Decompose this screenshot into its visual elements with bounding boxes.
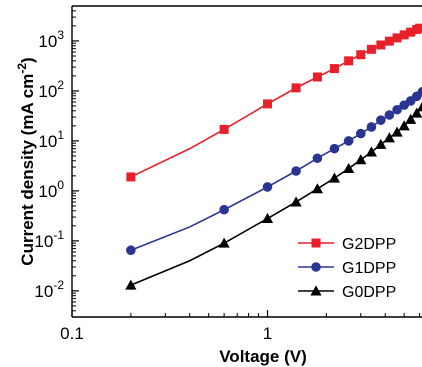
data-point-G2DPP [399,30,409,40]
y-tick-label: 102 [38,78,64,101]
data-point-G0DPP [355,154,367,165]
data-point-G2DPP [126,172,136,182]
series-G1DPP [126,87,422,256]
y-tick-label: 10-1 [34,228,64,251]
data-point-G2DPP [384,36,394,46]
data-point-G0DPP [261,212,274,224]
data-point-G2DPP [329,64,339,74]
y-tick-label: 10-2 [34,278,64,301]
series-layer [125,23,422,290]
data-point-G1DPP [262,182,273,192]
data-point-G1DPP [366,122,377,132]
data-point-G1DPP [417,87,422,97]
series-G2DPP [126,23,422,182]
y-tick-label: 101 [38,128,64,151]
data-point-G0DPP [405,113,417,124]
data-point-G1DPP [384,110,395,120]
legend: G2DPP G1DPP G0DPP [298,236,396,301]
y-axis-title: Current density (mA cm-2) [15,57,37,265]
data-point-G2DPP [376,40,386,50]
series-line-G2DPP [130,27,420,178]
legend-item-G1DPP: G1DPP [298,260,396,277]
data-point-G0DPP [290,196,302,207]
legend-marker-G1DPP [311,262,321,272]
data-point-G1DPP [329,143,340,154]
data-point-G0DPP [375,138,387,149]
data-point-G2DPP [263,99,272,109]
data-point-G2DPP [415,23,422,33]
legend-label: G0DPP [342,284,396,301]
series-G0DPP [125,101,422,290]
legend-marker-G2DPP [311,238,321,248]
legend-label: G2DPP [342,236,396,253]
data-point-G1DPP [291,166,301,176]
data-point-G1DPP [343,136,354,146]
data-point-G2DPP [392,33,402,43]
data-point-G2DPP [291,83,301,93]
data-point-G2DPP [344,56,354,66]
x-tick-label: 1 [263,324,272,343]
data-point-G0DPP [398,120,410,131]
data-point-G1DPP [219,204,229,215]
legend-label: G1DPP [342,260,396,277]
data-point-G0DPP [416,101,422,112]
data-point-G0DPP [383,132,395,143]
data-point-G1DPP [376,115,386,125]
legend-marker-G0DPP [310,285,322,296]
data-point-G0DPP [125,279,137,290]
x-axis-title: Voltage (V) [219,347,307,366]
data-point-G1DPP [392,104,402,115]
data-point-G2DPP [406,27,416,37]
series-line-G1DPP [130,91,422,251]
data-point-G1DPP [312,153,323,164]
data-point-G2DPP [219,124,229,134]
data-point-G0DPP [311,183,324,194]
data-point-G2DPP [366,44,376,54]
data-point-G0DPP [343,162,355,174]
data-point-G2DPP [356,50,366,60]
series-line-G0DPP [130,106,422,286]
data-point-G0DPP [328,172,341,183]
legend-item-G0DPP: G0DPP [298,284,396,301]
data-point-G0DPP [365,146,378,157]
y-tick-label: 103 [38,28,64,51]
data-point-G2DPP [312,72,322,82]
x-tick-label: 0.1 [60,324,84,343]
data-point-G0DPP [391,126,403,137]
data-point-G1DPP [126,245,136,256]
y-tick-label: 100 [38,178,64,201]
data-point-G0DPP [218,237,230,248]
legend-item-G2DPP: G2DPP [298,236,396,253]
data-point-G0DPP [411,107,422,118]
data-point-G1DPP [355,128,366,139]
